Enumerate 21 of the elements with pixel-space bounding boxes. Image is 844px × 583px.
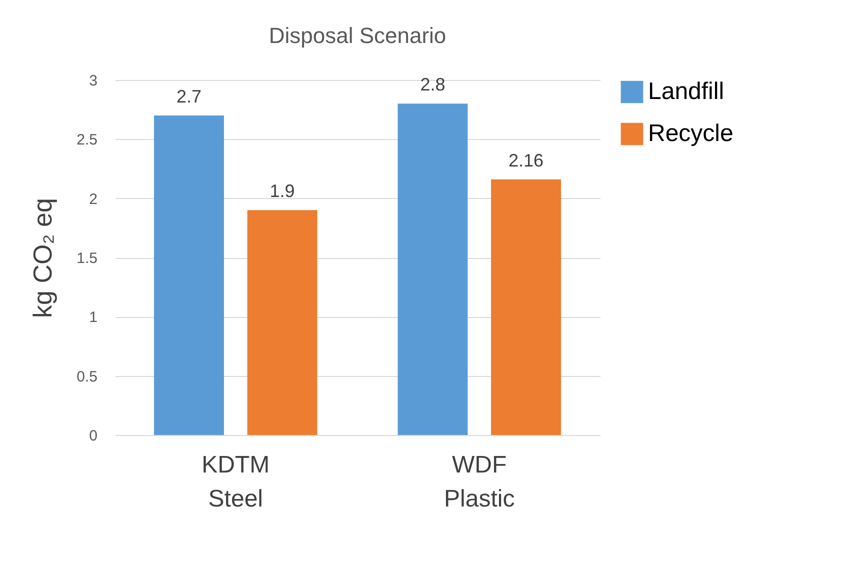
y-tick-label: 2	[89, 190, 98, 208]
data-label: 2.8	[420, 74, 446, 95]
legend-label: Recycle	[648, 120, 734, 147]
y-tick-label: 2.5	[76, 132, 98, 149]
bar	[247, 210, 318, 435]
y-tick-label: 3	[89, 72, 98, 90]
data-label: 2.16	[508, 150, 544, 170]
data-label: 1.9	[270, 181, 295, 202]
bar	[154, 116, 224, 435]
y-tick-label: 1.5	[76, 250, 98, 267]
y-tick-label: 0	[89, 428, 98, 444]
x-tick-label: KDTM Steel	[202, 452, 270, 512]
y-tick-label: 1	[89, 309, 98, 326]
x-tick-label: WDF Plastic	[444, 452, 515, 512]
y-axis-title: kg CO₂ eq	[28, 198, 58, 318]
bar	[491, 179, 562, 435]
data-label: 2.7	[176, 86, 202, 106]
chart-title: Disposal Scenario	[268, 23, 446, 48]
bar	[398, 104, 468, 435]
legend-label: Landfill	[648, 78, 724, 105]
y-tick-label: 0.5	[76, 368, 98, 386]
